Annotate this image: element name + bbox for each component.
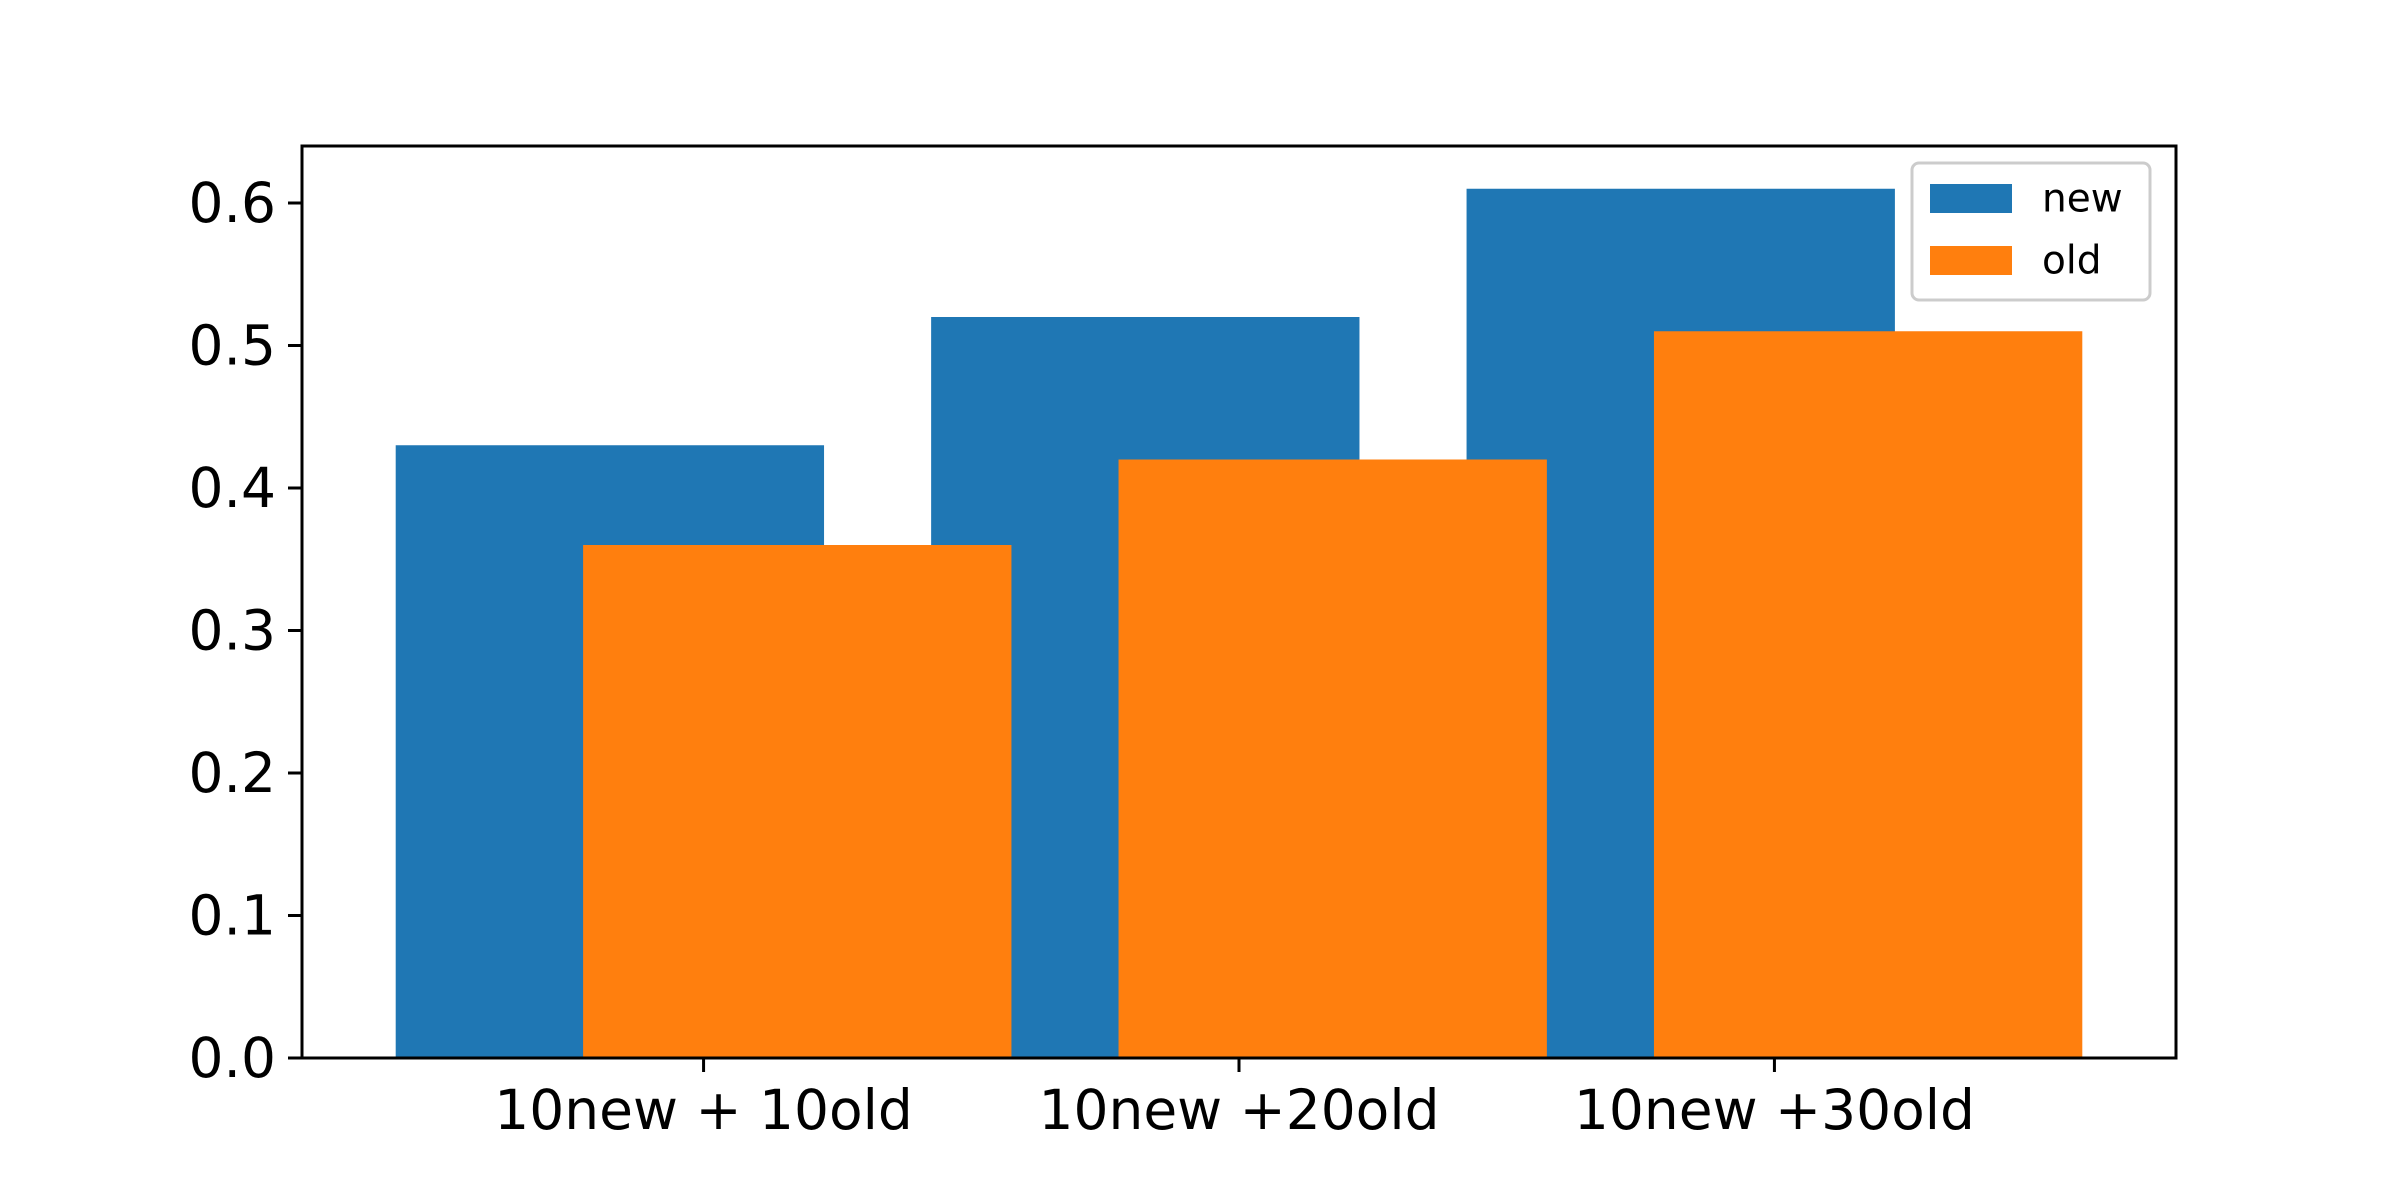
y-tick-label: 0.6 [189, 171, 276, 235]
bar-old-2 [1118, 459, 1547, 1058]
y-axis: 0.0 0.1 0.2 0.3 0.4 0.5 0.6 [189, 171, 302, 1090]
x-tick-label: 10new + 10old [494, 1078, 913, 1142]
legend-swatch-new [1930, 184, 2012, 213]
y-tick-label: 0.4 [189, 456, 276, 520]
x-tick-label: 10new +20old [1038, 1078, 1439, 1142]
y-tick-label: 0.0 [189, 1026, 276, 1090]
legend-label-old: old [2042, 239, 2101, 284]
bar-old-1 [583, 545, 1012, 1058]
bar-old-3 [1653, 331, 2083, 1058]
y-tick-label: 0.3 [189, 599, 276, 663]
y-tick-label: 0.1 [189, 884, 276, 948]
legend-swatch-old [1930, 246, 2012, 275]
x-axis: 10new + 10old 10new +20old 10new +30old [494, 1058, 1975, 1142]
bars-layer [395, 188, 2083, 1058]
legend: new old [1910, 161, 2152, 302]
x-tick-label: 10new +30old [1574, 1078, 1975, 1142]
y-tick-label: 0.5 [189, 314, 276, 378]
legend-label-new: new [2042, 177, 2123, 222]
y-tick-label: 0.2 [189, 741, 276, 805]
